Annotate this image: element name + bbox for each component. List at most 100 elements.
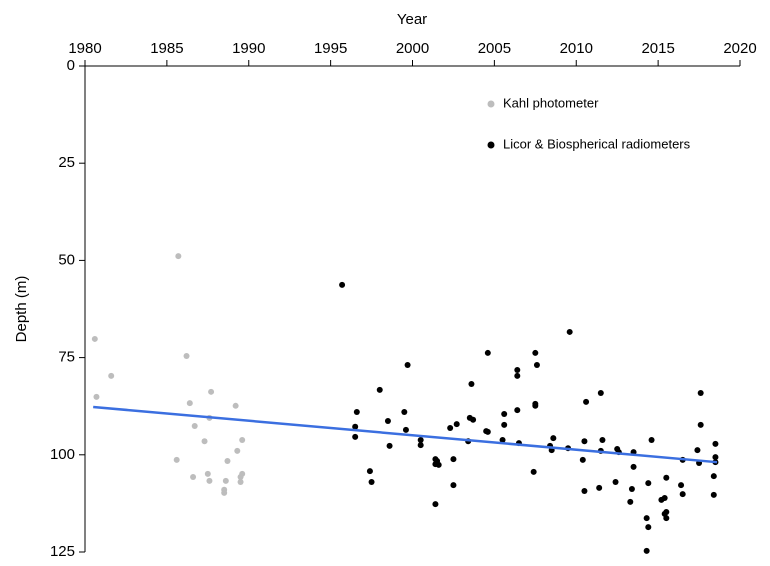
- point: [108, 372, 115, 379]
- point: [627, 498, 634, 505]
- point: [663, 515, 670, 522]
- point: [645, 524, 652, 531]
- point: [484, 349, 491, 356]
- point: [401, 409, 408, 416]
- point: [208, 388, 215, 395]
- point: [91, 335, 98, 342]
- point: [645, 480, 652, 487]
- point: [596, 484, 603, 491]
- point: [630, 463, 637, 470]
- point: [679, 491, 686, 498]
- y-tick-label: 125: [50, 543, 75, 560]
- point: [712, 440, 719, 447]
- point: [499, 437, 506, 444]
- point: [402, 426, 409, 433]
- point: [453, 421, 460, 428]
- point: [663, 474, 670, 481]
- y-tick-label: 100: [50, 446, 75, 463]
- point: [221, 489, 228, 496]
- x-tick-label: 2020: [723, 40, 756, 57]
- point: [710, 473, 717, 480]
- point: [234, 447, 241, 454]
- point: [581, 487, 588, 494]
- point: [643, 515, 650, 522]
- point: [533, 361, 540, 368]
- point: [532, 402, 539, 409]
- point: [204, 470, 211, 477]
- point: [201, 438, 208, 445]
- point: [190, 473, 197, 480]
- point: [239, 437, 246, 444]
- point: [501, 421, 508, 428]
- point: [501, 410, 508, 417]
- point: [352, 433, 359, 440]
- point: [530, 468, 537, 475]
- point: [663, 508, 670, 515]
- point: [599, 437, 606, 444]
- y-tick-label: 50: [58, 251, 75, 268]
- point: [697, 421, 704, 428]
- x-tick-label: 1985: [150, 40, 183, 57]
- point: [581, 438, 588, 445]
- point: [532, 349, 539, 356]
- y-tick-label: 25: [58, 154, 75, 171]
- y-tick-label: 0: [67, 57, 75, 74]
- point: [417, 437, 424, 444]
- point: [186, 400, 193, 407]
- x-tick-label: 1990: [232, 40, 265, 57]
- point: [173, 456, 180, 463]
- point: [450, 456, 457, 463]
- legend-label: Kahl photometer: [503, 95, 599, 110]
- point: [678, 482, 685, 489]
- point: [514, 372, 521, 379]
- point: [643, 547, 650, 554]
- point: [384, 417, 391, 424]
- x-tick-label: 2015: [641, 40, 674, 57]
- point: [597, 389, 604, 396]
- point: [435, 461, 442, 468]
- point: [183, 353, 190, 360]
- point: [514, 367, 521, 374]
- point: [222, 477, 229, 484]
- point: [468, 381, 475, 388]
- point: [432, 501, 439, 508]
- point: [232, 402, 239, 409]
- point: [514, 407, 521, 414]
- point: [697, 389, 704, 396]
- x-tick-label: 2010: [560, 40, 593, 57]
- point: [484, 428, 491, 435]
- point: [368, 479, 375, 486]
- point: [450, 482, 457, 489]
- legend-marker: [487, 100, 495, 108]
- point: [191, 423, 198, 430]
- x-tick-label: 1980: [68, 40, 101, 57]
- point: [353, 409, 360, 416]
- point: [386, 442, 393, 449]
- point: [566, 328, 573, 335]
- point: [93, 393, 100, 400]
- legend-marker: [487, 141, 495, 149]
- point: [352, 423, 359, 430]
- point: [712, 454, 719, 461]
- y-axis-label: Depth (m): [13, 276, 30, 343]
- x-tick-label: 1995: [314, 40, 347, 57]
- point: [224, 458, 231, 465]
- point: [404, 361, 411, 368]
- trend-line: [93, 405, 718, 464]
- point: [239, 470, 246, 477]
- point: [628, 486, 635, 493]
- point: [661, 494, 668, 501]
- point: [339, 281, 346, 288]
- x-tick-label: 2000: [396, 40, 429, 57]
- point: [579, 456, 586, 463]
- x-tick-label: 2005: [478, 40, 511, 57]
- point: [206, 477, 213, 484]
- point: [694, 447, 701, 454]
- point: [612, 479, 619, 486]
- point: [470, 416, 477, 423]
- y-tick-label: 75: [58, 349, 75, 366]
- point: [648, 437, 655, 444]
- point: [417, 442, 424, 449]
- x-axis-label: Year: [397, 11, 427, 28]
